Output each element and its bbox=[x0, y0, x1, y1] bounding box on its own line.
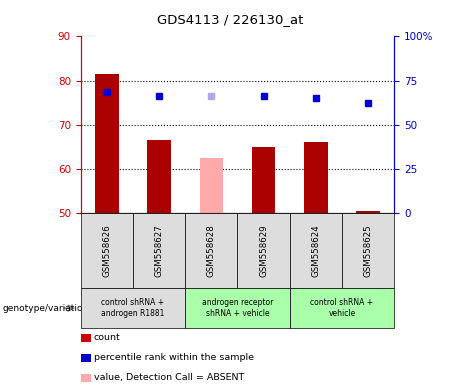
Text: control shRNA +
androgen R1881: control shRNA + androgen R1881 bbox=[101, 298, 165, 318]
Bar bbox=[304, 142, 327, 213]
Text: percentile rank within the sample: percentile rank within the sample bbox=[94, 353, 254, 362]
Text: GDS4113 / 226130_at: GDS4113 / 226130_at bbox=[157, 13, 304, 26]
Text: androgen receptor
shRNA + vehicle: androgen receptor shRNA + vehicle bbox=[202, 298, 273, 318]
Text: GSM558624: GSM558624 bbox=[311, 224, 320, 277]
Text: GSM558627: GSM558627 bbox=[154, 224, 164, 277]
Text: GSM558625: GSM558625 bbox=[364, 224, 372, 277]
Text: count: count bbox=[94, 333, 120, 343]
Bar bbox=[252, 147, 275, 213]
Text: GSM558629: GSM558629 bbox=[259, 224, 268, 277]
Text: control shRNA +
vehicle: control shRNA + vehicle bbox=[310, 298, 373, 318]
Bar bbox=[200, 158, 223, 213]
Text: value, Detection Call = ABSENT: value, Detection Call = ABSENT bbox=[94, 373, 244, 382]
Text: GSM558626: GSM558626 bbox=[102, 224, 111, 277]
Bar bbox=[95, 74, 118, 213]
Bar bbox=[356, 211, 380, 213]
Text: genotype/variation: genotype/variation bbox=[2, 304, 89, 313]
Bar bbox=[148, 140, 171, 213]
Text: GSM558628: GSM558628 bbox=[207, 224, 216, 277]
